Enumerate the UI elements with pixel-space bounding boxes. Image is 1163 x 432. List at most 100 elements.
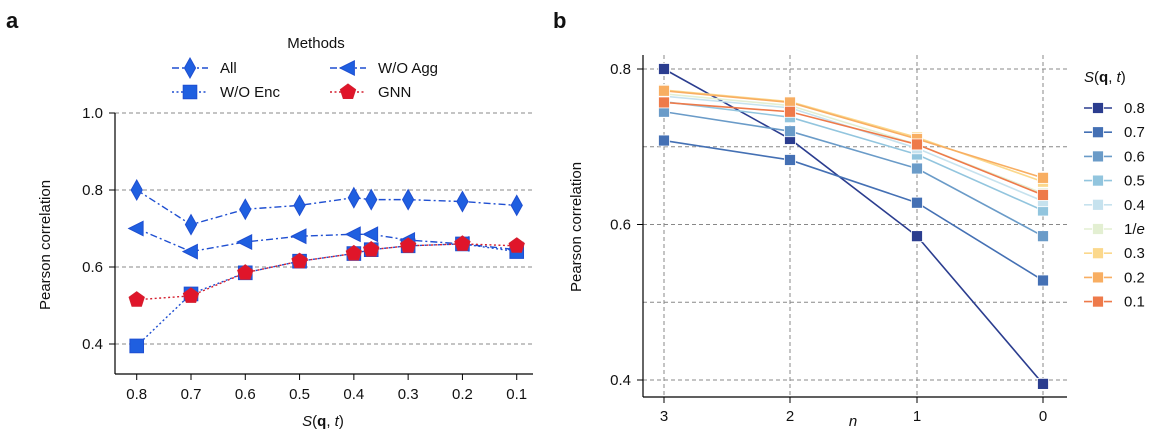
data-point (1037, 189, 1049, 201)
legend-item: W/O Enc (172, 84, 281, 101)
data-point (510, 194, 523, 217)
panel-b-x-ticks: 3 2 1 0 (660, 397, 1047, 425)
panel-b-y-label: Pearson correlation (568, 162, 585, 292)
data-point (291, 252, 308, 269)
series-line (136, 227, 517, 253)
x-tick-label: 0.8 (126, 386, 147, 403)
legend-marker (1092, 247, 1104, 260)
legend-label: 0.6 (1124, 148, 1145, 165)
legend-label: 0.3 (1124, 245, 1145, 262)
legend-item: 0.6 (1084, 148, 1145, 165)
legend-marker (1092, 174, 1104, 187)
legend-marker (1092, 150, 1104, 163)
y-tick-label: 1.0 (82, 105, 103, 122)
y-tick-label: 0.6 (610, 217, 631, 234)
legend-marker (339, 83, 357, 99)
legend-title: S(q, t) (1084, 69, 1126, 86)
data-point (399, 237, 417, 253)
legend-marker (1092, 198, 1104, 211)
legend-marker (183, 56, 197, 80)
legend-item: 0.2 (1084, 269, 1145, 286)
legend-item: 0.4 (1084, 197, 1145, 214)
panel-a-y-ticks: 0.4 0.6 0.8 1.0 (82, 105, 115, 353)
legend-marker (1092, 223, 1104, 235)
series-0-2 (658, 84, 1049, 184)
legend-item: 0.7 (1084, 124, 1145, 141)
data-point (362, 226, 379, 243)
data-point (236, 233, 253, 250)
data-point (658, 63, 670, 75)
series-all (130, 178, 523, 236)
x-tick-label: 0.7 (181, 386, 202, 403)
series-1-e (658, 87, 1049, 200)
data-point (658, 96, 670, 109)
panel-b-label: b (553, 8, 566, 33)
data-point (293, 194, 306, 217)
data-point (1037, 377, 1049, 390)
legend-item: 1/e (1084, 221, 1145, 238)
data-point (345, 244, 363, 261)
data-point (1037, 230, 1049, 243)
series-0-8 (658, 63, 1049, 390)
x-tick-label: 1 (913, 408, 921, 425)
panel-b-legend: S(q, t) 0.8 0.7 0.6 0.5 0.4 1/e 0.3 0.2 0.1 (1084, 69, 1145, 311)
y-tick-label: 0.8 (82, 182, 103, 199)
series-line (663, 89, 1044, 179)
legend-item: 0.5 (1084, 173, 1145, 190)
data-point (784, 105, 796, 118)
legend-item: 0.3 (1084, 245, 1145, 262)
legend-label: W/O Agg (378, 60, 438, 77)
x-tick-label: 2 (786, 408, 794, 425)
legend-label: 0.1 (1124, 294, 1145, 311)
y-tick-label: 0.4 (82, 336, 103, 353)
legend-label: 0.8 (1124, 100, 1145, 117)
x-tick-label: 0 (1039, 408, 1047, 425)
data-point (1037, 274, 1049, 287)
data-point (784, 125, 796, 138)
data-point (237, 264, 254, 280)
x-tick-label: 0.4 (343, 386, 364, 403)
data-point (911, 162, 923, 175)
panel-a-label: a (6, 8, 19, 33)
legend-label: 0.5 (1124, 173, 1145, 190)
series-line (663, 101, 1044, 196)
panel-a-x-ticks: 0.8 0.7 0.6 0.5 0.4 0.3 0.2 0.1 (126, 374, 527, 403)
legend-label: All (220, 60, 237, 77)
data-point (130, 178, 143, 202)
legend-title: Methods (287, 35, 345, 52)
panel-a-legend: Methods All W/O Agg W/O Enc GNN (172, 35, 438, 101)
series-0-5 (658, 95, 1049, 217)
legend-label: 0.7 (1124, 124, 1145, 141)
legend-label: 0.2 (1124, 269, 1145, 286)
legend-item: GNN (330, 83, 411, 101)
legend-label: W/O Enc (220, 84, 281, 101)
data-point (508, 237, 525, 253)
data-point (911, 230, 923, 243)
legend-marker (338, 59, 355, 77)
data-point (456, 190, 469, 213)
data-point (184, 213, 198, 236)
legend-item: 0.8 (1084, 100, 1145, 117)
legend-label: 1/e (1124, 221, 1145, 238)
panel-a-x-label: S(q, t) (302, 413, 344, 430)
legend-item: All (172, 56, 237, 80)
data-point (239, 198, 252, 221)
data-point (344, 226, 361, 243)
data-point (365, 188, 378, 211)
x-tick-label: 0.2 (452, 386, 473, 403)
data-point (128, 291, 145, 307)
data-point (127, 220, 144, 237)
series-0-6 (658, 105, 1049, 243)
data-point (658, 134, 670, 147)
data-point (129, 338, 145, 354)
x-tick-label: 0.5 (289, 386, 310, 403)
data-point (911, 138, 923, 151)
x-tick-label: 0.1 (506, 386, 527, 403)
panel-b-x-label: n (849, 413, 857, 430)
series-0-7 (658, 134, 1049, 287)
series-line (663, 139, 1044, 282)
panel-a-series (127, 178, 525, 354)
series-0-1 (658, 96, 1049, 201)
legend-label: GNN (378, 84, 411, 101)
data-point (454, 235, 471, 251)
